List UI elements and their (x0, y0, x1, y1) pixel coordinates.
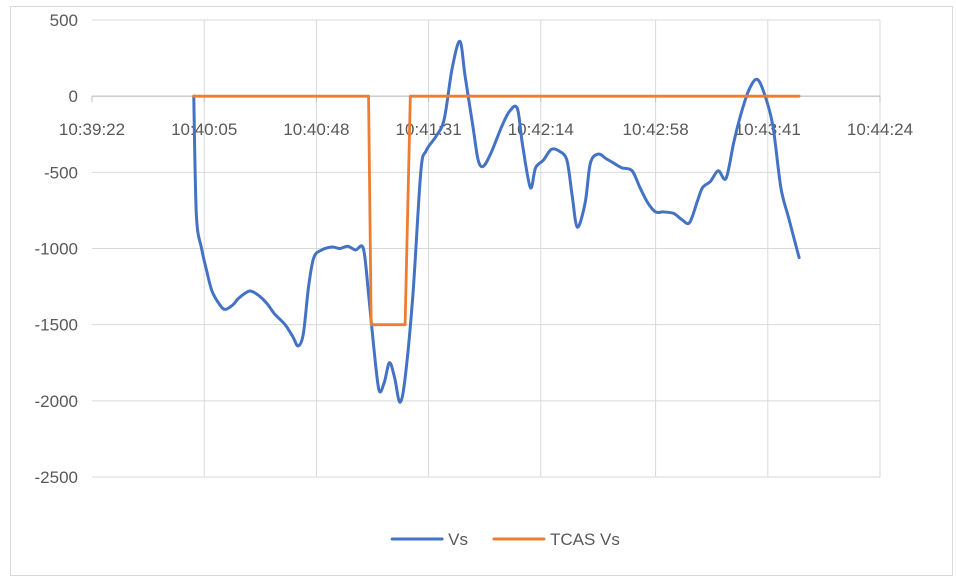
x-tick-label: 10:40:05 (171, 120, 237, 139)
legend-item-tcas-vs: TCAS Vs (492, 530, 620, 549)
x-axis-tick-labels: 10:39:22 10:40:05 10:40:48 10:41:31 10:42:14… (59, 120, 913, 139)
chart-area (10, 6, 953, 576)
y-tick-label: -1000 (35, 240, 78, 259)
x-tick-label: 10:39:22 (59, 120, 125, 139)
legend: Vs TCAS Vs (390, 530, 620, 549)
legend-item-vs: Vs (390, 530, 468, 549)
x-tick-label: 10:41:31 (396, 120, 462, 139)
x-tick-label: 10:40:48 (283, 120, 349, 139)
legend-label-tcas-vs: TCAS Vs (550, 530, 620, 549)
series-line-tcas-vs (192, 94, 801, 327)
x-tick-label: 10:42:14 (508, 120, 574, 139)
legend-label-vs: Vs (448, 530, 468, 549)
y-tick-label: 0 (69, 87, 78, 106)
y-tick-label: -2000 (35, 392, 78, 411)
y-axis: 500 0 -500 -1000 -1500 -2000 -2500 (35, 11, 78, 487)
y-tick-label: -1500 (35, 316, 78, 335)
x-tick-label: 10:44:24 (847, 120, 913, 139)
x-tick-label: 10:42:58 (623, 120, 689, 139)
y-tick-label: -500 (44, 163, 78, 182)
y-tick-label: 500 (50, 11, 78, 30)
y-tick-label: -2500 (35, 468, 78, 487)
plot-series (192, 39, 801, 404)
series-line-vs (192, 39, 801, 404)
x-tick-label: 10:43:41 (735, 120, 801, 139)
